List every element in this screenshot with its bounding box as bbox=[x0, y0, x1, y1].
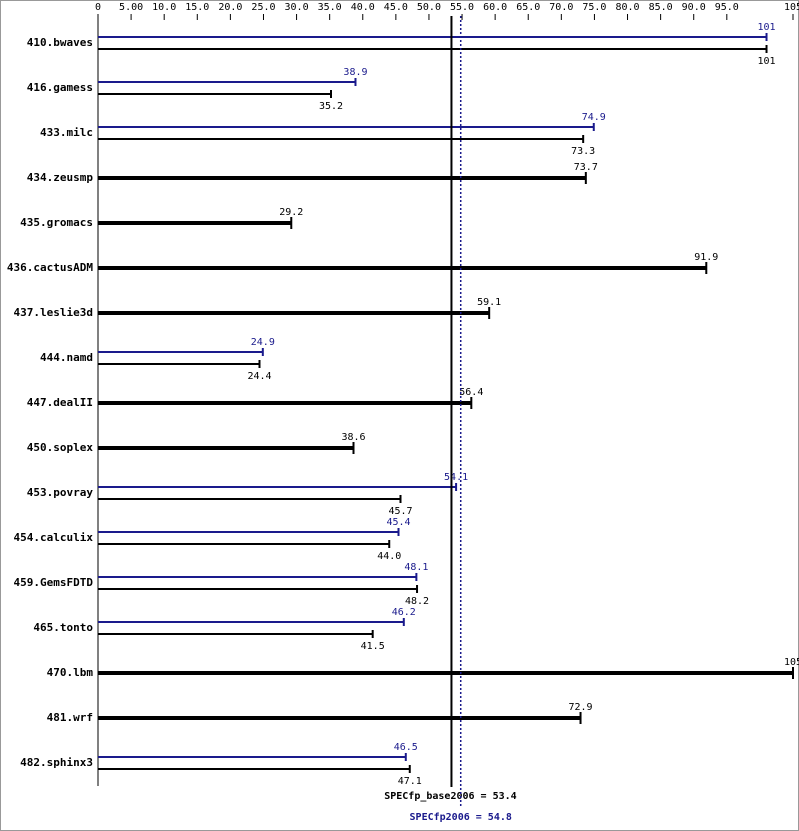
value-label: 91.9 bbox=[694, 252, 718, 263]
value-label: 105 bbox=[784, 657, 799, 668]
x-tick-label: 65.0 bbox=[516, 2, 540, 13]
value-label: 41.5 bbox=[361, 641, 385, 652]
value-label: 73.7 bbox=[574, 162, 598, 173]
value-label: 45.7 bbox=[388, 506, 412, 517]
value-label: 38.9 bbox=[343, 67, 367, 78]
x-tick-label: 95.0 bbox=[715, 2, 739, 13]
value-label: 47.1 bbox=[398, 776, 422, 787]
category-label: 459.GemsFDTD bbox=[14, 576, 94, 589]
value-label: 73.3 bbox=[571, 146, 595, 157]
value-label: 24.4 bbox=[247, 371, 271, 382]
value-label: 44.0 bbox=[377, 551, 401, 562]
x-tick-label: 75.0 bbox=[582, 2, 606, 13]
category-label: 444.namd bbox=[40, 351, 93, 364]
x-tick-label: 35.0 bbox=[318, 2, 342, 13]
x-tick-label: 10.0 bbox=[152, 2, 176, 13]
value-label: 54.1 bbox=[444, 472, 468, 483]
category-label: 434.zeusmp bbox=[27, 171, 94, 184]
category-label: 447.dealII bbox=[27, 396, 93, 409]
x-tick-label: 25.0 bbox=[251, 2, 275, 13]
x-tick-label: 55.0 bbox=[450, 2, 474, 13]
value-label: 48.1 bbox=[404, 562, 428, 573]
category-label: 436.cactusADM bbox=[7, 261, 93, 274]
x-tick-label: 85.0 bbox=[649, 2, 673, 13]
value-label: 46.2 bbox=[392, 607, 416, 618]
reference-label: SPECfp2006 = 54.8 bbox=[410, 812, 512, 823]
category-label: 410.bwaves bbox=[27, 36, 93, 49]
category-label: 416.gamess bbox=[27, 81, 93, 94]
value-label: 35.2 bbox=[319, 101, 343, 112]
value-label: 48.2 bbox=[405, 596, 429, 607]
value-label: 59.1 bbox=[477, 297, 501, 308]
category-label: 454.calculix bbox=[14, 531, 94, 544]
category-label: 433.milc bbox=[40, 126, 93, 139]
category-label: 437.leslie3d bbox=[14, 306, 93, 319]
x-tick-label: 5.00 bbox=[119, 2, 143, 13]
value-label: 72.9 bbox=[568, 702, 592, 713]
x-tick-label: 30.0 bbox=[285, 2, 309, 13]
category-label: 453.povray bbox=[27, 486, 94, 499]
value-label: 38.6 bbox=[341, 432, 365, 443]
category-label: 481.wrf bbox=[47, 711, 93, 724]
x-tick-label: 80.0 bbox=[615, 2, 639, 13]
reference-label: SPECfp_base2006 = 53.4 bbox=[384, 791, 516, 802]
value-label: 101 bbox=[757, 22, 775, 33]
category-label: 465.tonto bbox=[33, 621, 93, 634]
value-label: 56.4 bbox=[459, 387, 483, 398]
x-tick-label: 60.0 bbox=[483, 2, 507, 13]
x-tick-label: 20.0 bbox=[218, 2, 242, 13]
x-tick-label: 50.0 bbox=[417, 2, 441, 13]
category-label: 435.gromacs bbox=[20, 216, 93, 229]
category-label: 482.sphinx3 bbox=[20, 756, 93, 769]
x-tick-label: 0 bbox=[95, 2, 101, 13]
value-label: 74.9 bbox=[582, 112, 606, 123]
x-tick-label: 45.0 bbox=[384, 2, 408, 13]
value-label: 24.9 bbox=[251, 337, 275, 348]
x-tick-label: 40.0 bbox=[351, 2, 375, 13]
x-tick-label: 105 bbox=[784, 2, 799, 13]
value-label: 45.4 bbox=[386, 517, 410, 528]
x-tick-label: 70.0 bbox=[549, 2, 573, 13]
value-label: 46.5 bbox=[394, 742, 418, 753]
category-label: 470.lbm bbox=[47, 666, 94, 679]
x-tick-label: 90.0 bbox=[682, 2, 706, 13]
value-label: 29.2 bbox=[279, 207, 303, 218]
value-label: 101 bbox=[757, 56, 775, 67]
category-label: 450.soplex bbox=[27, 441, 94, 454]
x-tick-label: 15.0 bbox=[185, 2, 209, 13]
